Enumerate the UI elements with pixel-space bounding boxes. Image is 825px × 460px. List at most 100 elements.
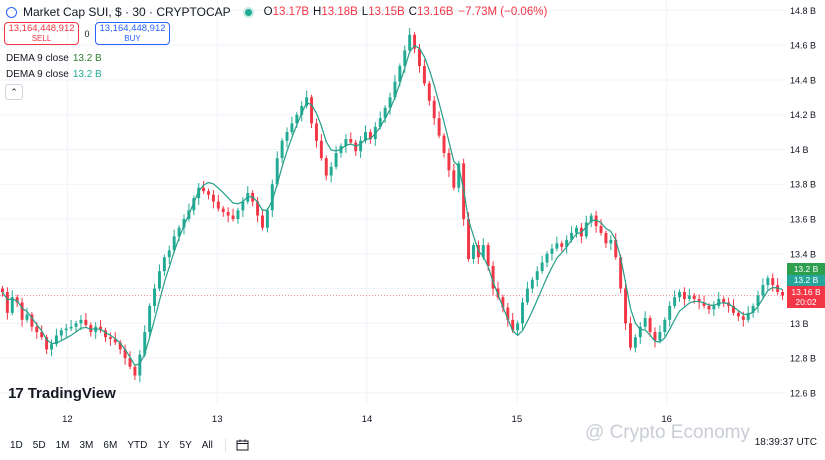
candle-body xyxy=(594,215,598,226)
candle-body xyxy=(349,139,353,143)
candle-body xyxy=(314,123,318,141)
candle-body xyxy=(64,328,68,331)
range-all[interactable]: All xyxy=(201,439,213,451)
time-axis: 12 13 14 15 16 xyxy=(62,414,672,425)
candle-body xyxy=(162,257,166,272)
x-tick-label: 13 xyxy=(212,414,223,425)
y-tick-label: 14.8 B xyxy=(790,6,816,16)
candle-body xyxy=(221,208,225,213)
market-status-dot xyxy=(244,8,252,16)
candle-body xyxy=(10,297,14,313)
candle-body xyxy=(702,302,706,306)
ohlc-low-value: 13.15B xyxy=(368,6,405,18)
candle-body xyxy=(501,297,505,308)
candle-body xyxy=(359,140,363,152)
candle-body xyxy=(432,100,436,119)
candle-body xyxy=(354,142,358,152)
utc-clock[interactable]: 18:39:37 UTC xyxy=(754,437,817,448)
candle-body xyxy=(496,288,500,298)
candle-body xyxy=(197,187,201,199)
candle-body xyxy=(422,66,426,84)
candle-body xyxy=(99,326,103,331)
candle-body xyxy=(270,184,274,211)
candle-body xyxy=(467,219,471,259)
x-tick-label: 12 xyxy=(62,414,73,425)
candle-body xyxy=(157,271,161,289)
range-3m[interactable]: 3M xyxy=(79,439,94,451)
candle-body xyxy=(148,305,152,332)
trade-panel: 13,164,448,912 SELL 0 13,164,448,912 BUY xyxy=(4,22,170,45)
symbol-title[interactable]: Market Cap SUI, $ · 30 · CRYPTOCAP xyxy=(23,5,231,19)
candle-body xyxy=(226,212,230,216)
range-ytd[interactable]: YTD xyxy=(127,439,148,451)
candle-body xyxy=(570,232,574,240)
candle-body xyxy=(0,288,4,293)
candle-body xyxy=(516,323,520,331)
ohlc-close-value: 13.16B xyxy=(416,6,454,18)
candle-body xyxy=(408,34,412,51)
candle-body xyxy=(619,257,623,289)
range-1m[interactable]: 1M xyxy=(55,439,70,451)
candle-body xyxy=(25,314,29,320)
dema-1-price-tag: 13.2 B xyxy=(787,263,825,275)
collapse-indicators-button[interactable]: ⌃ xyxy=(5,84,23,100)
y-tick-label: 14.6 B xyxy=(790,41,816,51)
candle-body xyxy=(736,312,740,317)
candle-body xyxy=(310,97,314,124)
candle-body xyxy=(682,292,686,299)
range-6m[interactable]: 6M xyxy=(103,439,118,451)
candle-body xyxy=(589,215,593,223)
candle-body xyxy=(491,265,495,289)
indicator-dema-1[interactable]: DEMA 9 close 13.2 B xyxy=(6,53,102,64)
tradingview-logo: 17 TradingView xyxy=(8,385,116,402)
symbol-icon xyxy=(6,6,17,18)
candle-body xyxy=(525,288,529,303)
candle-body xyxy=(471,245,475,259)
candle-body xyxy=(707,305,711,310)
range-divider xyxy=(224,438,226,452)
candle-body xyxy=(575,227,578,233)
candle-body xyxy=(177,227,181,237)
x-tick-label: 15 xyxy=(512,414,523,425)
indicator-name: DEMA 9 close xyxy=(6,69,69,80)
candle-body xyxy=(261,215,264,228)
candle-body xyxy=(236,210,240,220)
sell-button[interactable]: 13,164,448,912 SELL xyxy=(4,22,79,45)
spread-value: 0 xyxy=(84,28,90,39)
watermark: @ Crypto Economy xyxy=(585,422,751,443)
sell-price: 13,164,448,912 xyxy=(8,23,75,34)
range-1y[interactable]: 1Y xyxy=(157,439,170,451)
candle-body xyxy=(59,330,63,336)
candle-body xyxy=(403,50,407,67)
range-5y[interactable]: 5Y xyxy=(179,439,192,451)
candle-body xyxy=(751,305,755,313)
candle-body xyxy=(766,278,770,286)
candle-body xyxy=(300,106,304,115)
dema-line-1 xyxy=(2,45,783,367)
candle-body xyxy=(89,325,93,332)
candle-body xyxy=(305,97,309,107)
candle-body xyxy=(265,210,269,228)
candle-body xyxy=(295,114,299,124)
candle-body xyxy=(506,307,510,320)
candle-body xyxy=(94,326,98,332)
candle-body xyxy=(746,312,750,320)
candle-body xyxy=(207,191,210,195)
candle-body xyxy=(481,245,485,258)
range-1d[interactable]: 1D xyxy=(10,439,23,451)
candle-body xyxy=(712,305,716,310)
ohlc-open-label: O xyxy=(263,6,273,18)
buy-button[interactable]: 13,164,448,912 BUY xyxy=(95,22,170,45)
candle-body xyxy=(344,139,348,147)
candle-body xyxy=(599,225,603,233)
candle-body xyxy=(427,83,431,101)
last-price-tag: 13.16 B 20:02 xyxy=(787,286,825,308)
candle-body xyxy=(329,166,333,176)
candle-body xyxy=(584,222,588,237)
calendar-icon[interactable] xyxy=(236,439,250,451)
candle-body xyxy=(319,140,323,159)
candle-body xyxy=(128,358,132,367)
range-5d[interactable]: 5D xyxy=(32,439,46,451)
indicator-dema-2[interactable]: DEMA 9 close 13.2 B xyxy=(6,69,102,80)
